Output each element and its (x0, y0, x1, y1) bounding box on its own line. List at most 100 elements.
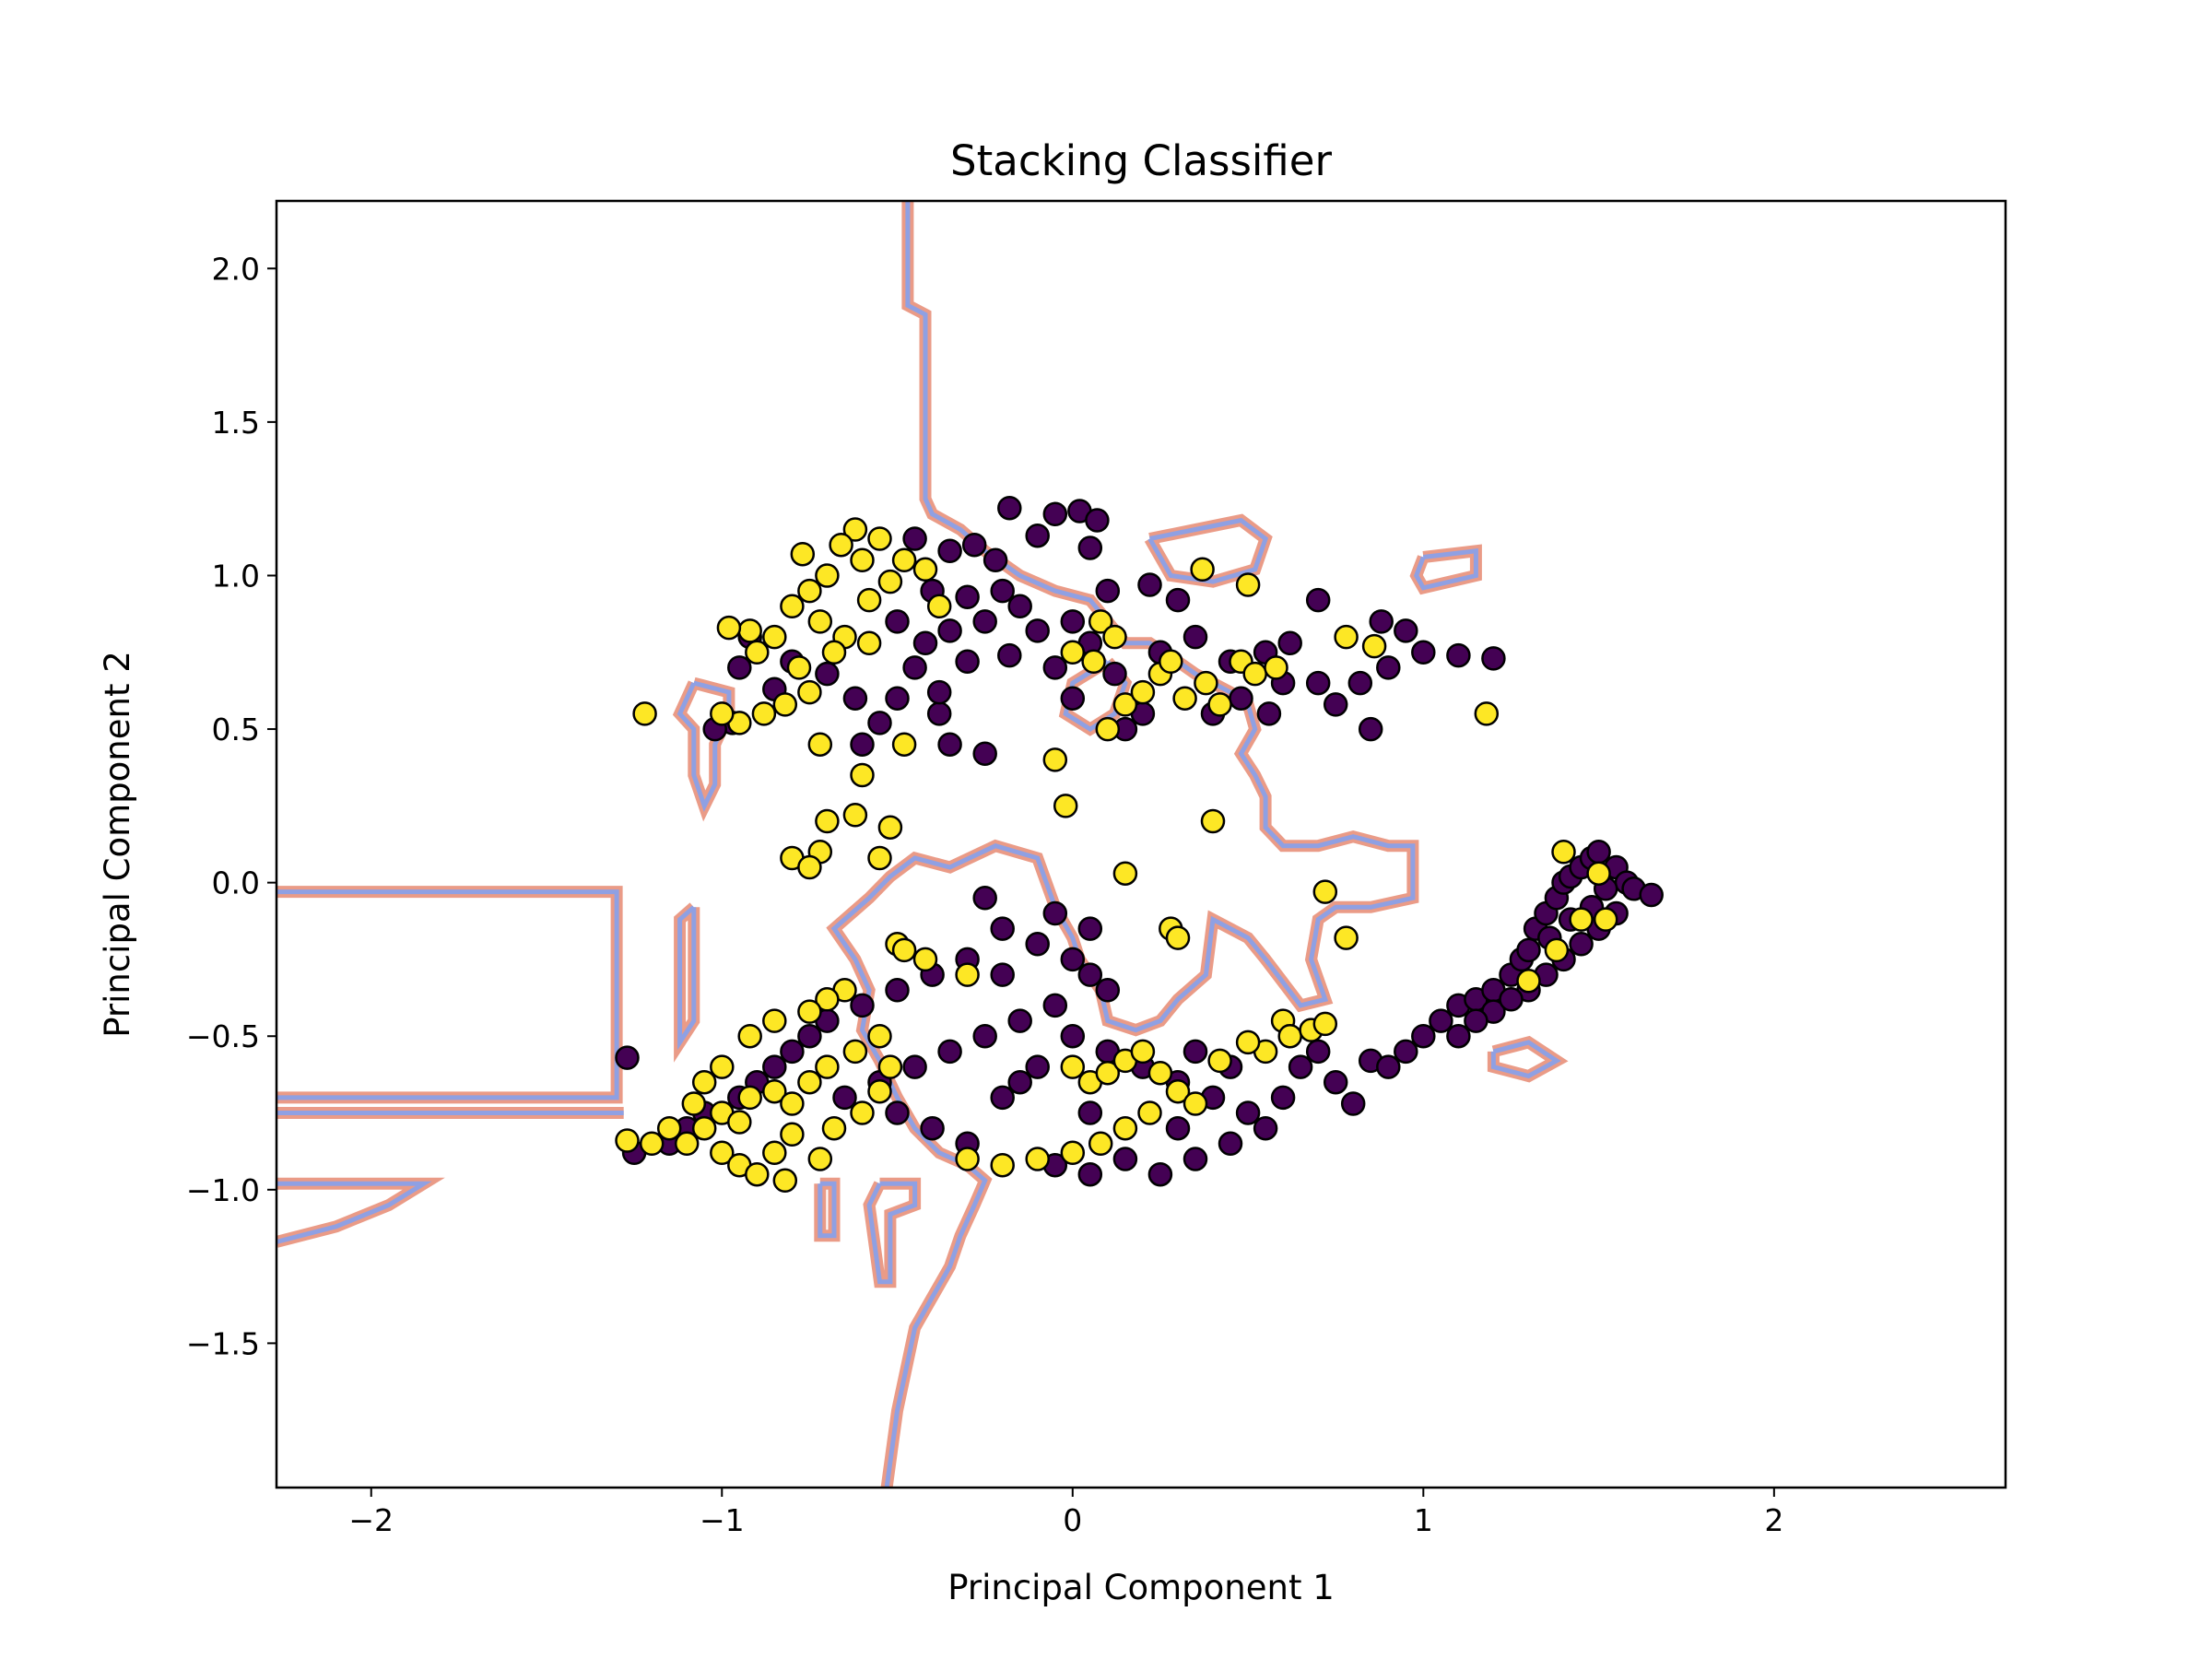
point-class-1 (842, 803, 868, 828)
point-class-1 (877, 569, 903, 594)
point-class-1 (1312, 879, 1338, 904)
point-class-1 (815, 1054, 840, 1079)
point-class-0 (1077, 916, 1103, 941)
point-class-0 (1305, 670, 1331, 696)
point-class-0 (902, 526, 927, 551)
point-class-1 (842, 1039, 868, 1065)
point-class-1 (797, 679, 822, 705)
point-class-1 (762, 1078, 787, 1104)
point-class-0 (937, 538, 962, 564)
point-class-0 (1499, 987, 1524, 1012)
point-class-1 (821, 640, 847, 665)
point-class-0 (832, 1085, 857, 1111)
point-class-0 (1411, 640, 1436, 665)
point-class-1 (1130, 679, 1156, 705)
chart-title: Stacking Classifier (950, 136, 1332, 185)
point-class-0 (1077, 962, 1103, 987)
point-class-1 (1334, 925, 1359, 950)
point-class-0 (1305, 1039, 1331, 1065)
point-class-1 (891, 937, 917, 963)
point-class-0 (1165, 587, 1191, 613)
point-class-0 (1429, 1008, 1453, 1033)
point-class-0 (972, 1023, 997, 1049)
point-class-0 (1060, 947, 1086, 972)
point-class-0 (1060, 609, 1086, 634)
point-class-1 (780, 1091, 805, 1116)
point-class-0 (885, 686, 910, 711)
point-class-1 (780, 594, 805, 619)
point-class-0 (1277, 630, 1302, 656)
point-class-0 (937, 618, 962, 643)
point-class-0 (1095, 978, 1121, 1003)
x-tick-label: 1 (1414, 1502, 1433, 1538)
point-class-0 (1256, 701, 1282, 726)
point-class-0 (926, 679, 952, 705)
point-class-0 (1112, 1147, 1138, 1171)
point-class-1 (737, 1085, 762, 1111)
point-class-1 (867, 1078, 892, 1104)
point-class-0 (727, 655, 752, 680)
point-class-1 (1474, 701, 1500, 726)
point-class-1 (1242, 661, 1267, 687)
point-class-0 (1025, 618, 1050, 643)
point-class-1 (891, 732, 917, 757)
x-tick-label: 2 (1764, 1502, 1783, 1538)
point-class-0 (1270, 1085, 1296, 1111)
point-class-1 (856, 630, 882, 656)
point-class-1 (1334, 624, 1359, 650)
point-class-0 (1376, 1054, 1401, 1079)
point-class-1 (1112, 692, 1138, 717)
point-class-1 (1060, 1054, 1086, 1079)
point-class-1 (751, 701, 777, 726)
point-class-1 (912, 947, 938, 972)
point-class-1 (674, 1131, 700, 1157)
point-class-1 (807, 1147, 833, 1171)
point-class-1 (737, 1023, 762, 1049)
point-class-0 (1060, 686, 1086, 711)
point-class-0 (955, 584, 980, 610)
point-class-1 (762, 624, 787, 650)
decision-boundary-inner (818, 1181, 837, 1239)
point-class-1 (1207, 692, 1232, 717)
point-class-0 (1025, 932, 1050, 957)
y-tick-label: 2.0 (212, 251, 260, 287)
x-tick-label: −1 (700, 1502, 745, 1538)
point-class-1 (815, 987, 840, 1012)
point-class-1 (1053, 794, 1078, 818)
point-class-0 (937, 732, 962, 757)
point-class-1 (807, 609, 833, 634)
point-class-1 (1277, 1023, 1302, 1049)
point-class-0 (1411, 1023, 1436, 1049)
point-class-0 (1323, 1069, 1348, 1095)
point-class-0 (920, 1115, 945, 1141)
decision-boundary-inner (677, 905, 697, 1051)
y-axis: −1.5 −1.0 −0.5 0.0 0.5 1.0 1.5 2.0 (186, 251, 276, 1361)
point-class-1 (780, 1122, 805, 1147)
point-class-1 (615, 1128, 640, 1153)
decision-boundary-inner (866, 1181, 918, 1285)
point-class-1 (1235, 572, 1261, 597)
point-class-0 (780, 1039, 805, 1065)
point-class-1 (1095, 1060, 1121, 1086)
point-class-0 (1358, 716, 1383, 742)
point-class-0 (797, 1023, 822, 1049)
x-axis: −2 −1 0 1 2 (348, 1488, 1783, 1538)
point-class-1 (639, 1131, 665, 1157)
point-class-1 (1207, 1048, 1232, 1074)
x-tick-label: −2 (348, 1502, 394, 1538)
point-class-0 (885, 978, 910, 1003)
point-class-0 (1137, 572, 1162, 597)
point-class-1 (691, 1115, 717, 1141)
point-class-0 (1077, 535, 1103, 560)
point-class-1 (1182, 1091, 1208, 1116)
y-axis-title: Principal Component 2 (98, 651, 137, 1038)
point-class-0 (1347, 670, 1373, 696)
decision-boundary-inner (1490, 1040, 1561, 1079)
point-class-1 (877, 1054, 903, 1079)
point-class-0 (1253, 1115, 1278, 1141)
x-tick-label: 0 (1063, 1502, 1082, 1538)
point-class-0 (842, 686, 868, 711)
decision-boundary-inner (677, 680, 732, 812)
point-class-1 (867, 526, 892, 551)
